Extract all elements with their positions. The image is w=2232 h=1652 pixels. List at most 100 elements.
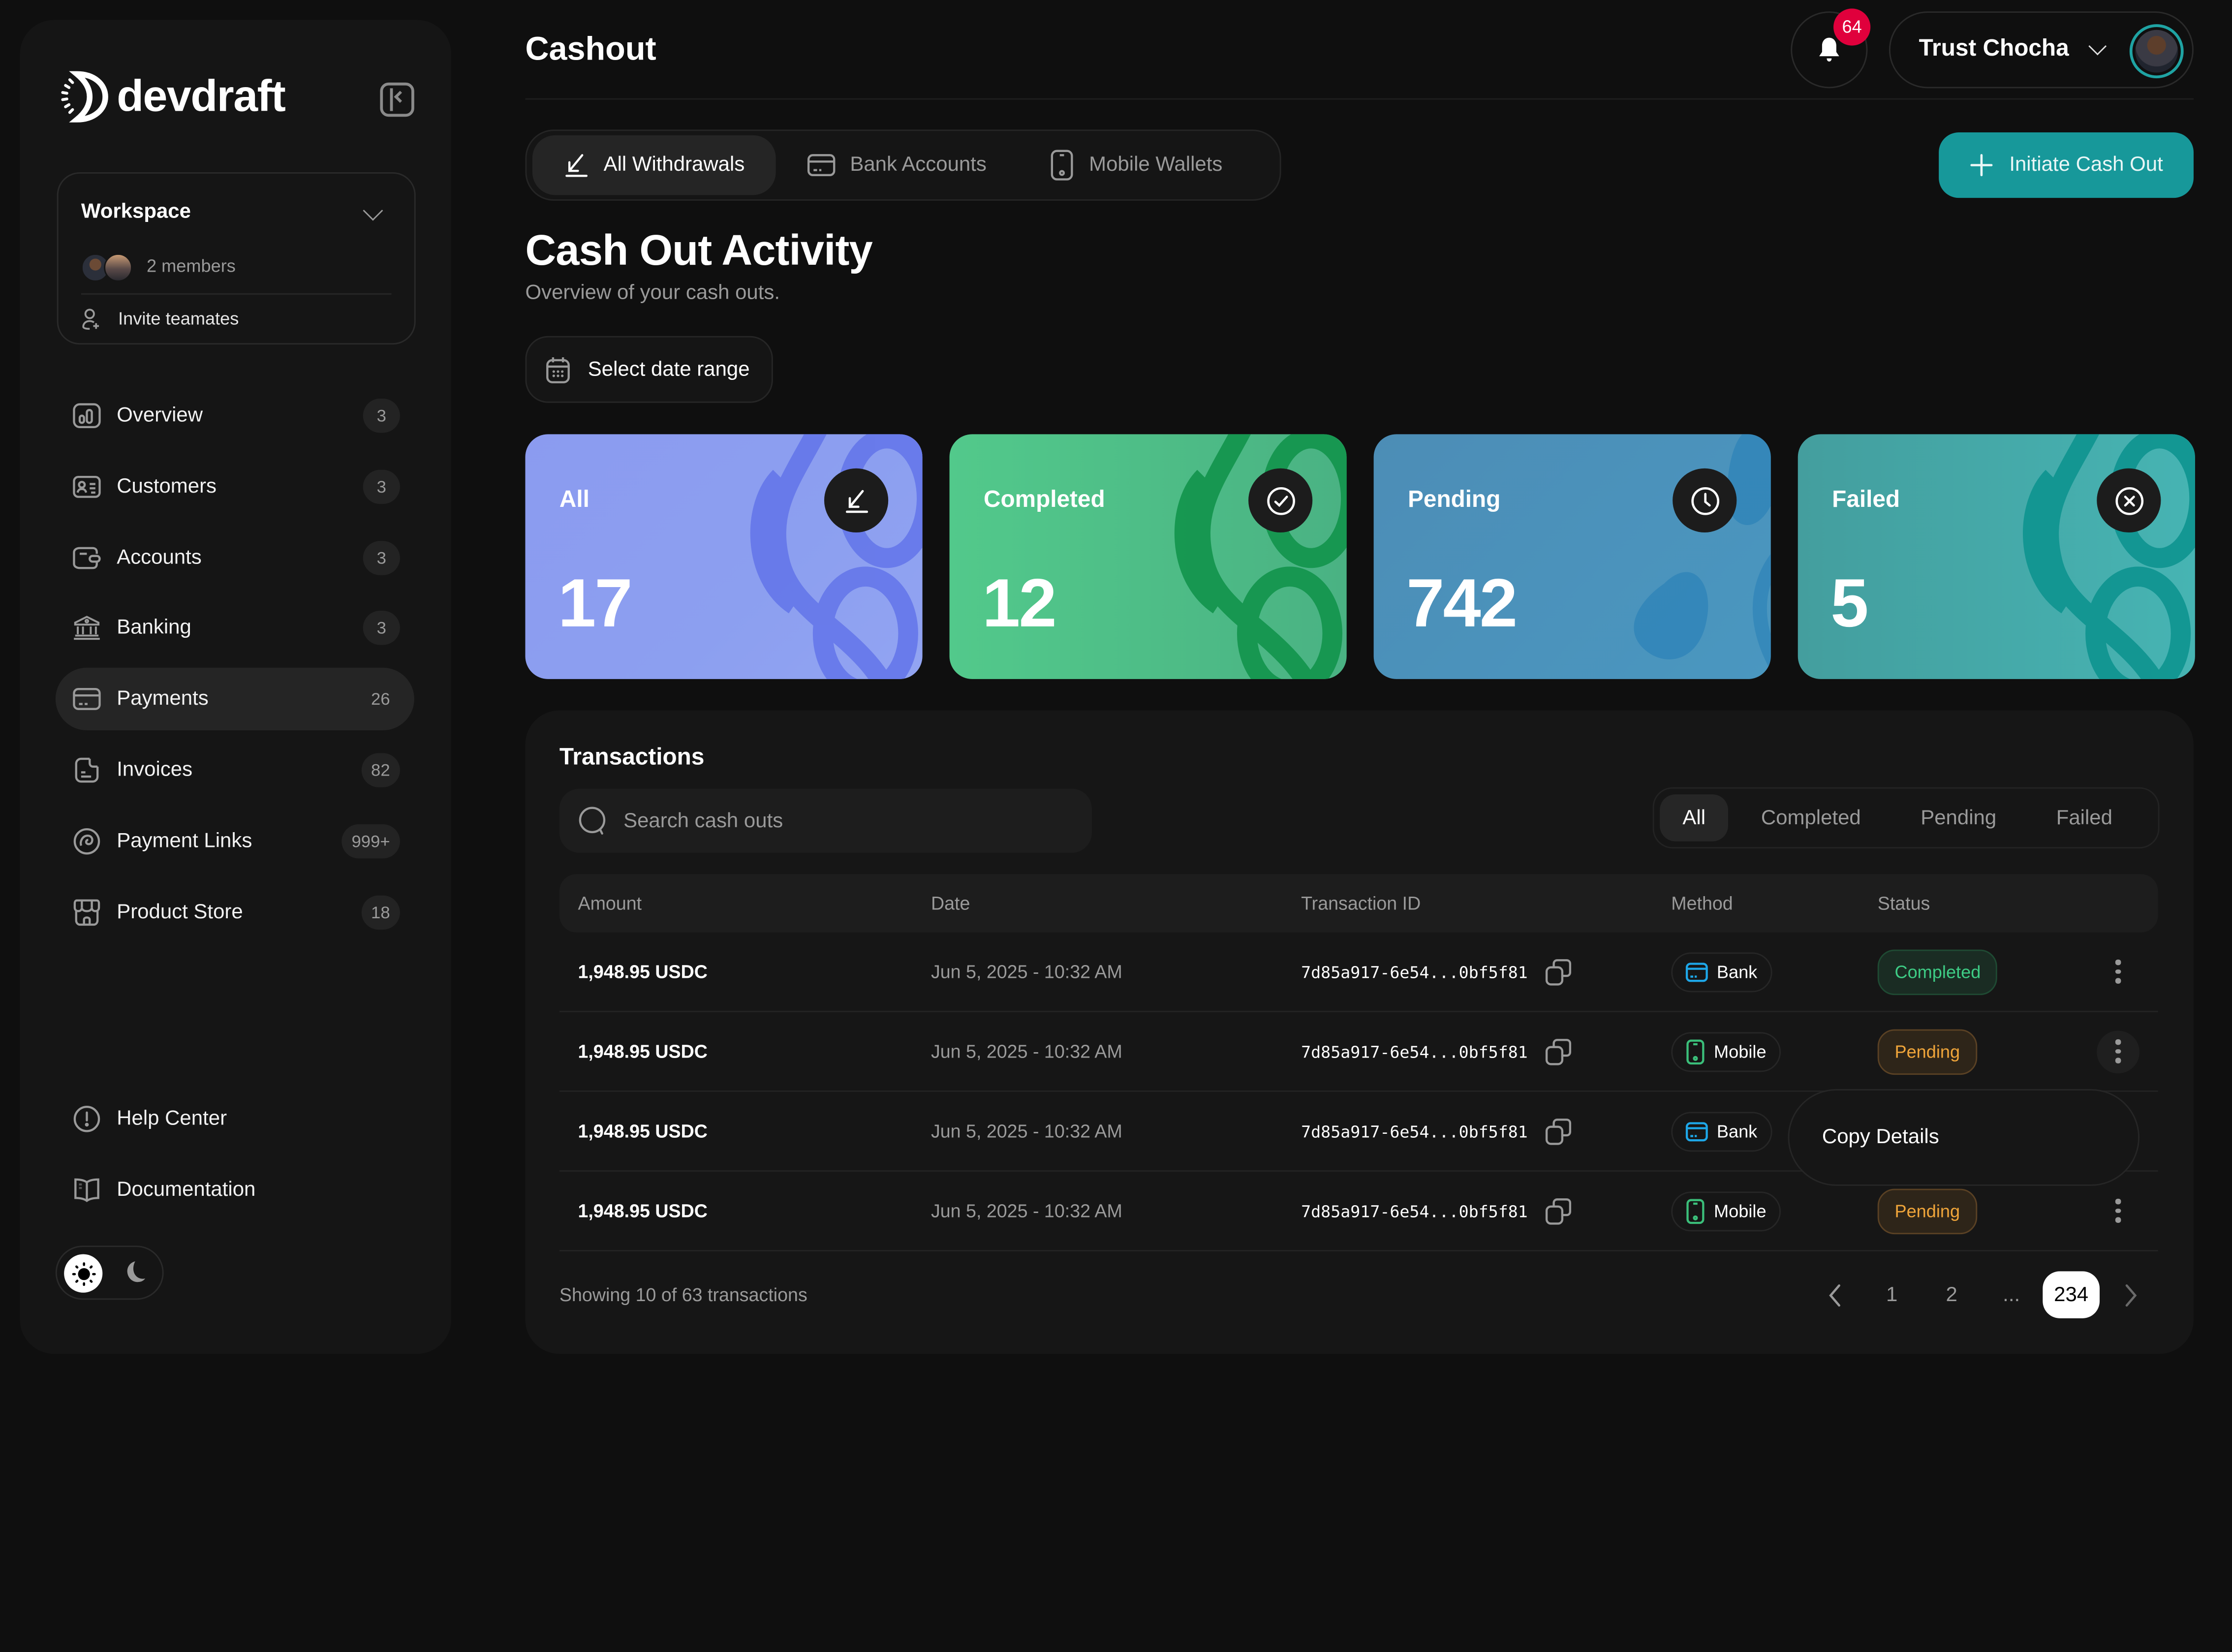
user-menu-button[interactable]: Trust Chocha — [1889, 11, 2194, 89]
table-row[interactable]: 1,948.95 USDC Jun 5, 2025 - 10:32 AM 7d8… — [559, 1172, 2158, 1251]
copy-icon[interactable] — [1545, 1117, 1574, 1145]
sidebar-item-label: Payments — [117, 687, 209, 711]
search-input[interactable] — [623, 809, 1051, 832]
stat-label: All — [559, 487, 589, 513]
sidebar-item-payment-links[interactable]: Payment Links 999+ — [56, 810, 414, 872]
abstract-3d-art — [750, 434, 923, 679]
status-cell: Pending — [1877, 1029, 2091, 1074]
section-title: Cash Out Activity — [525, 227, 872, 275]
filter-failed[interactable]: Failed — [2056, 806, 2112, 830]
method-label: Mobile — [1714, 1041, 1767, 1061]
txid-cell: 7d85a917-6e54...0bf5f81 — [1301, 957, 1671, 986]
credit-card-icon — [73, 685, 101, 714]
stat-card-failed[interactable]: Failed 5 — [1798, 434, 2195, 679]
tab-mobile-wallets[interactable]: Mobile Wallets — [1018, 135, 1254, 195]
sidebar-item-banking[interactable]: Banking 3 — [56, 597, 414, 659]
status-cell: Pending — [1877, 1188, 2091, 1234]
copy-icon[interactable] — [1545, 1196, 1574, 1225]
amount-cell: 1,948.95 USDC — [578, 961, 708, 983]
page-ellipsis: ... — [2003, 1283, 2020, 1307]
sidebar-nav: Overview 3 Customers 3 Accounts 3 Bankin… — [55, 384, 414, 951]
row-actions-button[interactable] — [2097, 1030, 2140, 1073]
stat-value: 12 — [982, 566, 1057, 642]
copy-icon[interactable] — [1545, 957, 1574, 986]
credit-card-icon — [807, 154, 836, 176]
divider — [81, 293, 392, 295]
row-actions-button[interactable] — [2097, 1189, 2139, 1232]
more-vertical-icon — [2115, 960, 2121, 965]
page-button-1[interactable]: 1 — [1886, 1283, 1898, 1307]
column-header-transaction-id[interactable]: Transaction ID — [1301, 892, 1421, 914]
sidebar-item-invoices[interactable]: Invoices 82 — [56, 739, 414, 801]
tab-bank-accounts[interactable]: Bank Accounts — [776, 135, 1018, 195]
sidebar-item-label: Customers — [117, 475, 217, 498]
moon-icon[interactable] — [123, 1258, 151, 1287]
row-context-menu: Copy Details — [1788, 1089, 2140, 1186]
row-actions-button[interactable] — [2097, 950, 2139, 993]
tab-all-withdrawals[interactable]: All Withdrawals — [532, 135, 776, 195]
sidebar-item-accounts[interactable]: Accounts 3 — [56, 526, 414, 589]
sun-icon — [71, 1261, 95, 1285]
filter-completed[interactable]: Completed — [1761, 806, 1861, 830]
light-mode-button[interactable] — [64, 1254, 103, 1293]
sidebar-item-customers[interactable]: Customers 3 — [56, 455, 414, 518]
column-header-amount[interactable]: Amount — [578, 892, 642, 914]
workspace-switcher[interactable]: Workspace 2 members Invite teamates — [57, 172, 416, 345]
sidebar-footer-nav: Help Center Documentation — [56, 1088, 414, 1229]
table-row[interactable]: 1,948.95 USDC Jun 5, 2025 - 10:32 AM 7d8… — [559, 1092, 2158, 1172]
count-badge: 999+ — [341, 824, 400, 858]
x-circle-icon — [2097, 468, 2161, 532]
more-vertical-icon — [2115, 1039, 2121, 1045]
sidebar-item-documentation[interactable]: Documentation — [56, 1158, 414, 1221]
stat-label: Pending — [1408, 487, 1501, 513]
chevron-down-icon[interactable] — [363, 200, 383, 221]
collapse-sidebar-button[interactable] — [380, 82, 414, 117]
method-pill-bank: Bank — [1671, 1111, 1772, 1151]
sidebar-item-label: Banking — [117, 617, 191, 640]
date-cell: Jun 5, 2025 - 10:32 AM — [930, 961, 1122, 983]
notifications-button[interactable] — [1791, 11, 1868, 89]
initiate-cash-out-button[interactable]: Initiate Cash Out — [1939, 132, 2194, 198]
credit-card-icon — [1685, 962, 1708, 981]
column-header-method[interactable]: Method — [1671, 892, 1733, 914]
column-header-date[interactable]: Date — [930, 892, 970, 914]
txid-cell: 7d85a917-6e54...0bf5f81 — [1301, 1117, 1671, 1145]
filter-all[interactable]: All — [1660, 794, 1729, 842]
storefront-icon — [73, 898, 101, 926]
method-cell: Bank — [1671, 951, 1877, 992]
sidebar-item-overview[interactable]: Overview 3 — [56, 384, 414, 447]
stat-card-pending[interactable]: Pending 742 — [1373, 434, 1771, 679]
sidebar-item-help-center[interactable]: Help Center — [56, 1088, 414, 1150]
workspace-title: Workspace — [81, 200, 191, 224]
column-header-status[interactable]: Status — [1877, 892, 1930, 914]
brand-logo[interactable]: devdraft — [57, 68, 286, 125]
page-button-2[interactable]: 2 — [1946, 1283, 1957, 1307]
stat-card-all[interactable]: All 17 — [525, 434, 923, 679]
copy-icon[interactable] — [1545, 1037, 1574, 1065]
sidebar-item-product-store[interactable]: Product Store 18 — [56, 880, 414, 943]
table-row[interactable]: 1,948.95 USDC Jun 5, 2025 - 10:32 AM 7d8… — [559, 933, 2158, 1012]
invite-teammates-button[interactable]: Invite teamates — [81, 308, 239, 330]
clock-icon — [1673, 468, 1737, 532]
filter-pending[interactable]: Pending — [1921, 806, 1997, 830]
table-row[interactable]: 1,948.95 USDC Jun 5, 2025 - 10:32 AM 7d8… — [559, 1012, 2158, 1092]
more-vertical-icon — [2115, 1199, 2121, 1204]
wallet-icon — [73, 543, 101, 572]
copy-details-menu-item[interactable]: Copy Details — [1822, 1126, 1939, 1149]
sidebar-item-payments[interactable]: Payments 26 — [55, 668, 414, 731]
tab-label: All Withdrawals — [603, 154, 745, 177]
status-badge: Pending — [1877, 1029, 1977, 1074]
theme-toggle[interactable] — [55, 1246, 164, 1300]
panel-title: Transactions — [559, 744, 705, 771]
prev-page-button[interactable] — [1806, 1271, 1863, 1318]
stat-card-completed[interactable]: Completed 12 — [949, 434, 1347, 679]
chevron-left-icon — [394, 91, 406, 103]
next-page-button[interactable] — [2103, 1271, 2160, 1318]
page-title: Cashout — [525, 30, 656, 67]
search-icon — [579, 806, 606, 834]
bell-icon — [1819, 37, 1839, 62]
page-button-current[interactable]: 234 — [2043, 1271, 2100, 1318]
search-field[interactable] — [559, 788, 1092, 853]
date-range-picker[interactable]: Select date range — [525, 336, 773, 403]
